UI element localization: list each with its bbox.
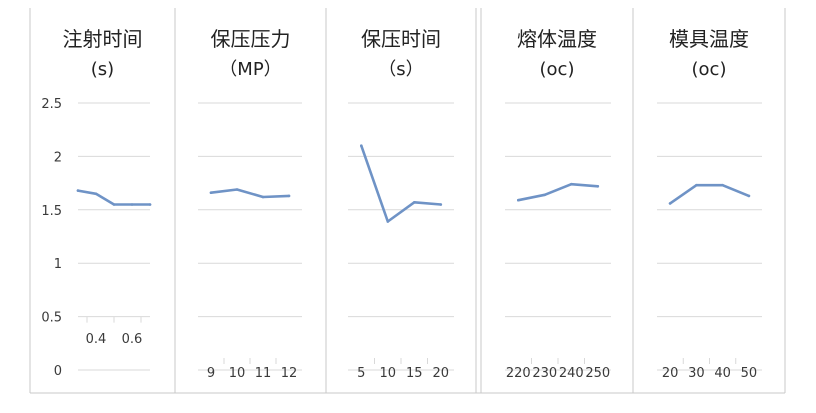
data-point xyxy=(235,188,239,191)
x-tick-label: 11 xyxy=(255,366,272,381)
chart-panel-1: 注射时间 (s) 0.4 0.6 xyxy=(63,27,152,371)
x-tick-label: 220 xyxy=(506,366,531,381)
y-tick-label: 0 xyxy=(54,364,62,379)
data-point xyxy=(360,144,363,147)
data-point xyxy=(148,203,152,206)
chart-title: 注射时间 xyxy=(63,27,143,51)
x-tick-label: 10 xyxy=(229,366,246,381)
chart-panel-3: 保压时间 （s） 5 10 15 20 xyxy=(348,27,454,381)
data-point xyxy=(112,203,116,206)
chart-title: 模具温度 xyxy=(669,27,749,51)
chart-subtitle: (oc) xyxy=(540,59,575,80)
chart-subtitle: (oc) xyxy=(692,59,727,80)
data-point xyxy=(287,194,291,198)
series-line xyxy=(209,188,291,199)
x-tick-label: 9 xyxy=(207,366,215,381)
x-tick-label: 5 xyxy=(357,366,365,381)
data-point xyxy=(570,182,573,186)
x-tick-label: 50 xyxy=(741,366,758,381)
x-tick-label: 0.6 xyxy=(122,332,143,347)
chart-panel-2: 保压压力 （MP） 9 10 11 12 xyxy=(198,27,302,381)
data-point xyxy=(94,192,98,196)
x-tick-label: 250 xyxy=(585,366,610,381)
series-line xyxy=(76,189,152,206)
y-tick-label: 2.5 xyxy=(41,97,62,112)
data-point xyxy=(747,194,751,198)
x-tick-label: 40 xyxy=(714,366,731,381)
data-point xyxy=(130,203,134,206)
series-line xyxy=(360,144,443,223)
y-tick-label: 1.5 xyxy=(41,204,62,219)
chart-title: 保压压力 xyxy=(211,27,291,51)
data-point xyxy=(695,183,698,187)
x-tick-label: 20 xyxy=(432,366,449,381)
chart-subtitle: （s） xyxy=(378,59,423,80)
data-point xyxy=(209,191,213,194)
y-tick-label: 0.5 xyxy=(41,311,62,326)
series-line xyxy=(517,182,600,202)
chart-subtitle: （MP） xyxy=(219,59,281,80)
series-line xyxy=(668,183,751,205)
data-point xyxy=(668,202,672,205)
data-point xyxy=(721,183,724,187)
x-tick-label: 30 xyxy=(688,366,705,381)
chart-subtitle: (s) xyxy=(91,59,114,80)
chart-panel-5: 模具温度 (oc) 20 30 40 50 xyxy=(657,27,762,381)
x-tick-label: 0.4 xyxy=(86,332,107,347)
x-tick-label: 20 xyxy=(662,366,679,381)
data-point xyxy=(517,198,520,202)
y-tick-label: 2 xyxy=(54,150,62,165)
x-tick-label: 15 xyxy=(406,366,423,381)
data-point xyxy=(596,185,600,188)
chart-title: 熔体温度 xyxy=(517,27,597,51)
data-point xyxy=(76,189,80,192)
data-point xyxy=(413,201,416,204)
x-tick-label: 12 xyxy=(281,366,298,381)
data-point xyxy=(543,193,547,197)
x-tick-label: 240 xyxy=(559,366,584,381)
y-tick-label: 1 xyxy=(54,257,62,272)
x-tick-label: 10 xyxy=(379,366,396,381)
data-point xyxy=(386,220,390,223)
x-tick-label: 230 xyxy=(532,366,557,381)
data-point xyxy=(261,195,265,199)
data-point xyxy=(439,203,443,206)
chart-title: 保压时间 xyxy=(361,27,441,51)
chart-panel-4: 熔体温度 (oc) 220 230 240 250 xyxy=(505,27,611,381)
